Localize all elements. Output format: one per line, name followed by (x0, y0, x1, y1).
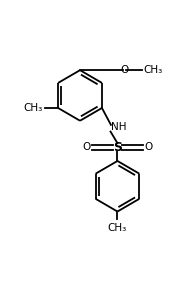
Text: NH: NH (111, 122, 127, 132)
Text: O: O (145, 142, 153, 152)
Text: CH₃: CH₃ (143, 65, 162, 75)
Text: CH₃: CH₃ (108, 223, 127, 233)
Text: CH₃: CH₃ (23, 103, 43, 113)
Text: O: O (82, 142, 90, 152)
Text: S: S (113, 141, 122, 154)
Text: O: O (120, 65, 128, 75)
